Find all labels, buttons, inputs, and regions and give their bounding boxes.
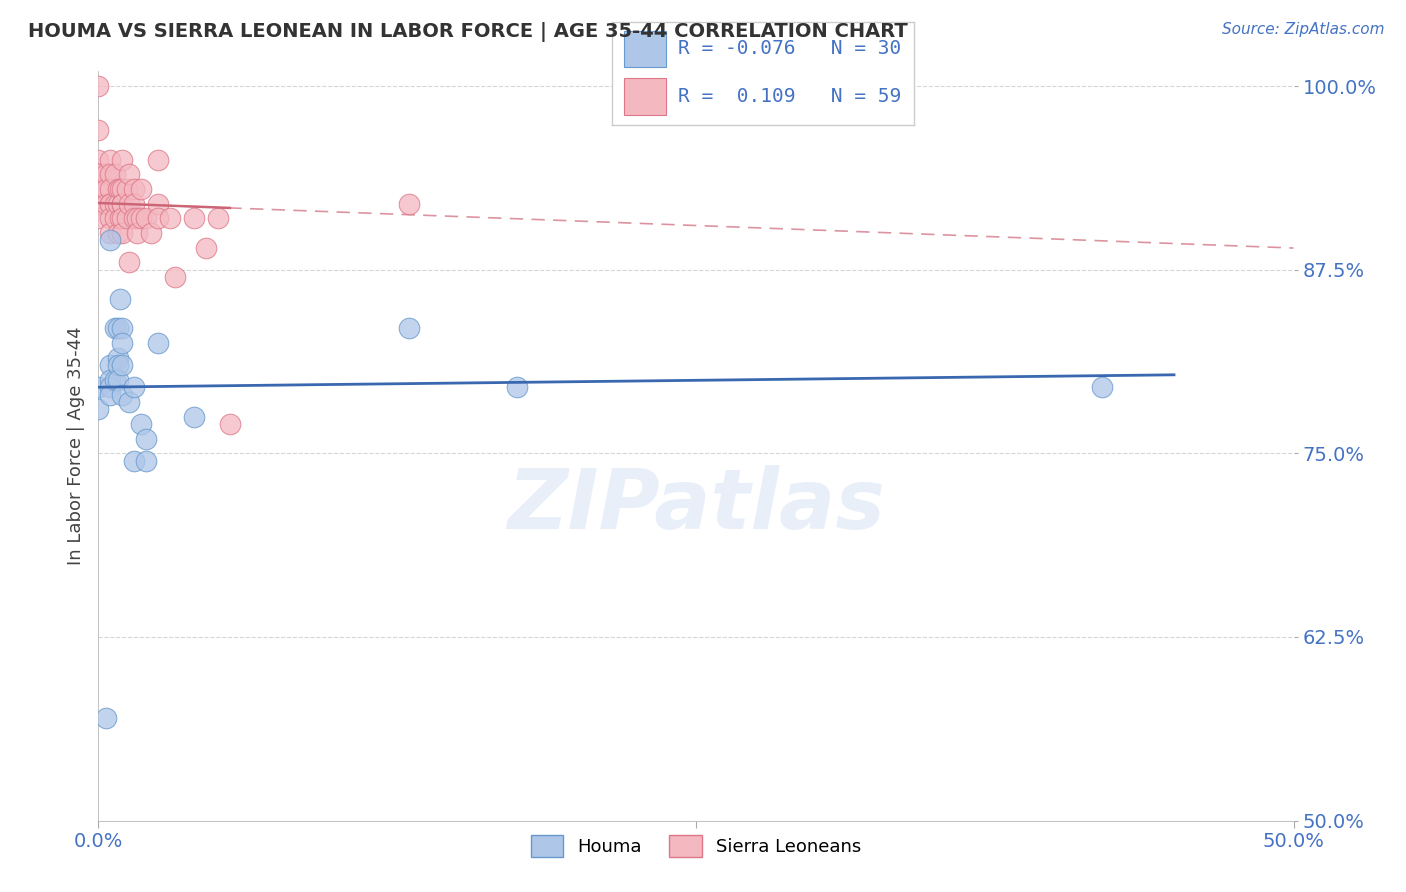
Point — [107, 182, 129, 196]
Text: R =  0.109   N = 59: R = 0.109 N = 59 — [678, 87, 901, 105]
Point — [135, 211, 157, 226]
Point — [87, 196, 110, 211]
Point — [98, 211, 122, 226]
Point — [207, 211, 229, 226]
Point — [125, 211, 148, 226]
Point — [148, 211, 170, 226]
Point — [111, 336, 134, 351]
Point — [159, 211, 181, 226]
Point — [111, 153, 134, 167]
Point — [131, 182, 153, 196]
Point — [107, 321, 129, 335]
Point — [163, 270, 186, 285]
Point — [107, 226, 129, 240]
Point — [98, 196, 122, 211]
Point — [148, 196, 170, 211]
Point — [124, 182, 146, 196]
Point — [87, 380, 110, 394]
Point — [87, 78, 110, 93]
Point — [124, 196, 146, 211]
Point — [98, 233, 122, 247]
Point — [87, 167, 110, 181]
Point — [87, 211, 110, 226]
Point — [87, 402, 110, 417]
Text: HOUMA VS SIERRA LEONEAN IN LABOR FORCE | AGE 35-44 CORRELATION CHART: HOUMA VS SIERRA LEONEAN IN LABOR FORCE |… — [28, 22, 908, 42]
Point — [94, 711, 117, 725]
Point — [98, 153, 122, 167]
Point — [111, 358, 134, 372]
Point — [111, 196, 134, 211]
Point — [104, 373, 127, 387]
Point — [135, 432, 157, 446]
Point — [108, 211, 131, 226]
Legend: Houma, Sierra Leoneans: Houma, Sierra Leoneans — [523, 828, 869, 864]
Point — [118, 196, 141, 211]
Point — [124, 211, 146, 226]
Point — [111, 226, 134, 240]
Point — [118, 395, 141, 409]
Point — [124, 453, 146, 467]
Point — [107, 358, 129, 372]
Point — [98, 167, 122, 181]
Point — [111, 196, 134, 211]
Point — [148, 153, 170, 167]
Point — [98, 373, 122, 387]
Point — [183, 409, 205, 424]
Point — [398, 196, 420, 211]
Point — [104, 211, 127, 226]
Point — [104, 167, 127, 181]
Point — [1330, 211, 1353, 226]
Text: R = -0.076   N = 30: R = -0.076 N = 30 — [678, 39, 901, 59]
Point — [98, 380, 122, 394]
Point — [131, 417, 153, 431]
Point — [98, 196, 122, 211]
Point — [118, 255, 141, 269]
Point — [98, 358, 122, 372]
Bar — [624, 78, 666, 114]
Point — [94, 167, 117, 181]
Point — [98, 226, 122, 240]
Point — [398, 321, 420, 335]
Point — [104, 196, 127, 211]
Point — [111, 321, 134, 335]
Point — [111, 387, 134, 401]
Point — [107, 196, 129, 211]
Point — [108, 292, 131, 306]
Text: ZIPatlas: ZIPatlas — [508, 466, 884, 547]
Y-axis label: In Labor Force | Age 35-44: In Labor Force | Age 35-44 — [66, 326, 84, 566]
Point — [87, 153, 110, 167]
Point — [115, 211, 138, 226]
Point — [94, 182, 117, 196]
Point — [195, 241, 218, 255]
Point — [148, 336, 170, 351]
Point — [183, 211, 205, 226]
Text: Source: ZipAtlas.com: Source: ZipAtlas.com — [1222, 22, 1385, 37]
Point — [87, 182, 110, 196]
Point — [135, 453, 157, 467]
Point — [107, 351, 129, 365]
Point — [94, 196, 117, 211]
Point — [107, 373, 129, 387]
Point — [115, 182, 138, 196]
Point — [131, 211, 153, 226]
Point — [111, 211, 134, 226]
Point — [118, 167, 141, 181]
Point — [87, 123, 110, 137]
Point — [108, 182, 131, 196]
Point — [98, 182, 122, 196]
Point — [506, 380, 529, 394]
Point — [104, 321, 127, 335]
Point — [1091, 380, 1114, 394]
Point — [98, 387, 122, 401]
Point — [139, 226, 162, 240]
Point — [219, 417, 242, 431]
Point — [87, 167, 110, 181]
Point — [125, 226, 148, 240]
Point — [111, 182, 134, 196]
Point — [124, 380, 146, 394]
Bar — [624, 30, 666, 68]
